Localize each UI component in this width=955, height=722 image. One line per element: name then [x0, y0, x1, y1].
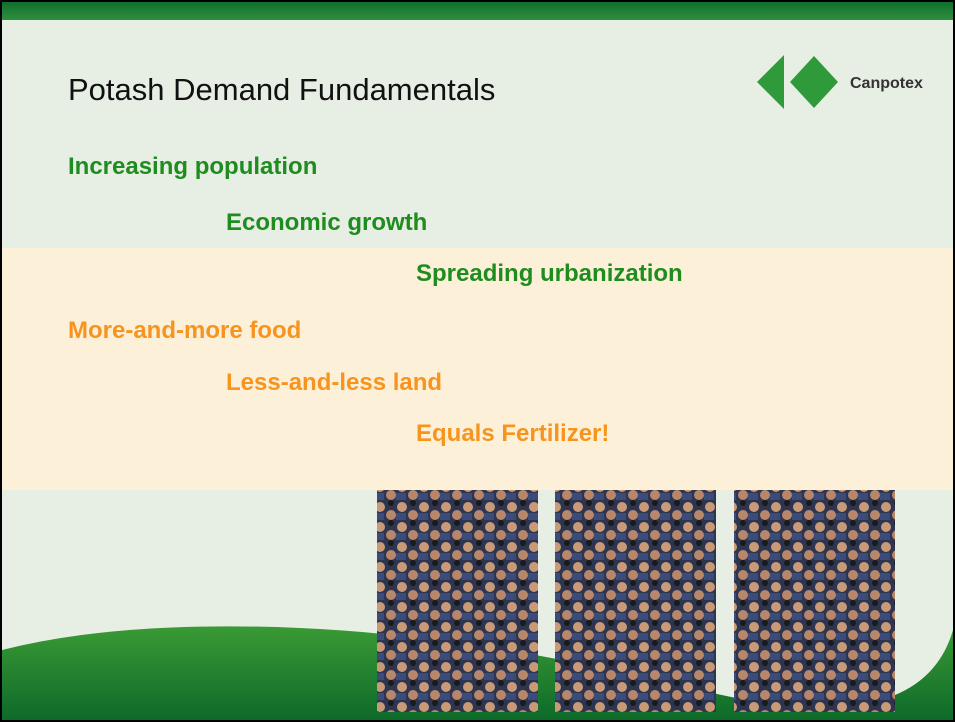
- point: Increasing population: [68, 153, 317, 180]
- crowd-photo: [734, 490, 895, 712]
- logo-text: Canpotex: [850, 75, 923, 92]
- crowd-photo: [555, 490, 716, 712]
- page: Potash Demand Fundamentals Canpotex Incr…: [0, 0, 955, 722]
- point: Equals Fertilizer!: [416, 420, 609, 447]
- point: Less-and-less land: [226, 369, 442, 396]
- crowd-photo: [377, 490, 538, 712]
- point: Economic growth: [226, 209, 427, 236]
- top-bar: [2, 2, 953, 20]
- slide-title: Potash Demand Fundamentals: [68, 72, 495, 107]
- point: More-and-more food: [68, 317, 301, 344]
- slide: Potash Demand Fundamentals Canpotex Incr…: [0, 0, 955, 722]
- point: Spreading urbanization: [416, 260, 683, 287]
